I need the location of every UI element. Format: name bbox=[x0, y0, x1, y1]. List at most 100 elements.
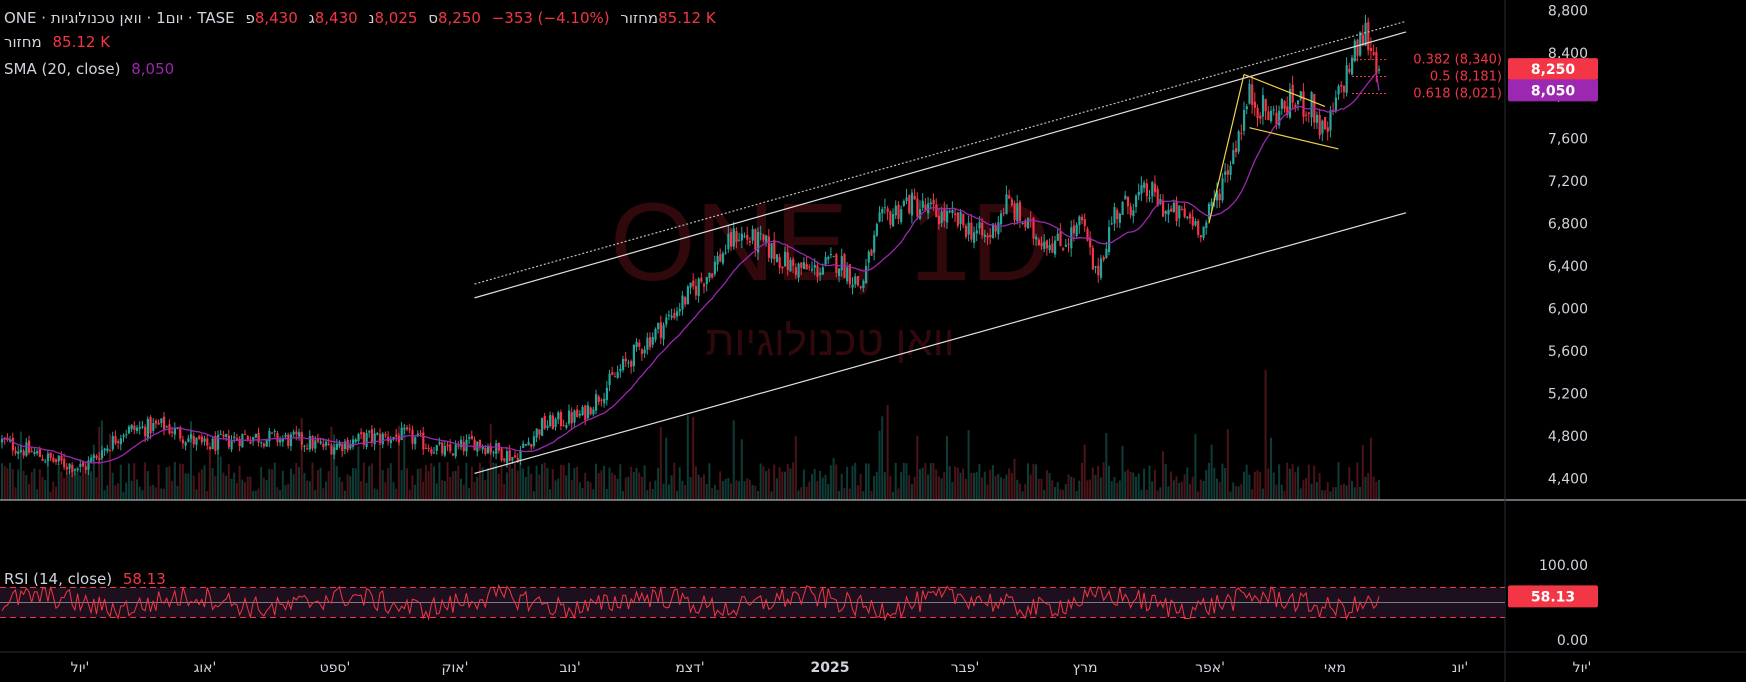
volume-bar bbox=[1040, 478, 1043, 500]
candle-body bbox=[87, 460, 90, 470]
volume-bar bbox=[586, 481, 589, 500]
time-tick-label: ספט' bbox=[320, 660, 351, 676]
main-legend[interactable]: ONE · וואן טכנולוגיות · 1יום · TASE פ8,4… bbox=[4, 9, 716, 27]
volume-bar bbox=[1086, 480, 1089, 500]
candle-body bbox=[759, 233, 762, 235]
candle-body bbox=[1375, 51, 1378, 74]
volume-bar bbox=[910, 484, 913, 500]
candle-body bbox=[624, 358, 627, 362]
candle-body bbox=[1340, 84, 1343, 87]
candle-body bbox=[705, 277, 708, 285]
volume-bar bbox=[673, 462, 676, 500]
volume-bar bbox=[473, 481, 476, 500]
volume-bar bbox=[9, 462, 12, 500]
candle-body bbox=[794, 267, 797, 275]
candle-body bbox=[1210, 201, 1213, 207]
candle-body bbox=[311, 436, 314, 449]
candle-body bbox=[214, 436, 217, 451]
candle-body bbox=[894, 205, 897, 216]
volume-bar bbox=[989, 469, 992, 500]
volume-bar bbox=[1010, 472, 1013, 500]
candle-body bbox=[1083, 219, 1086, 227]
candle-body bbox=[1216, 190, 1219, 201]
volume-bar bbox=[1270, 437, 1272, 500]
rsi-legend[interactable]: RSI (14, close) 58.13 bbox=[4, 570, 166, 588]
volume-bar bbox=[743, 481, 746, 500]
volume-bar bbox=[154, 487, 157, 500]
volume-bar bbox=[343, 490, 346, 500]
candle-body bbox=[397, 435, 401, 443]
candle-body bbox=[611, 372, 614, 375]
volume-bar bbox=[289, 468, 292, 500]
candle-body bbox=[30, 450, 33, 452]
candle-body bbox=[249, 441, 252, 444]
candle-body bbox=[503, 458, 506, 461]
sma-legend[interactable]: SMA (20, close) 8,050 bbox=[4, 60, 174, 78]
volume-bar bbox=[1340, 484, 1343, 500]
candle-body bbox=[821, 267, 824, 275]
candle-body bbox=[773, 240, 776, 260]
candle-body bbox=[300, 432, 303, 445]
volume-bar bbox=[1345, 485, 1348, 500]
sma-line bbox=[1, 72, 1380, 464]
legend-open: 8,430 bbox=[254, 9, 298, 27]
candle-body bbox=[684, 297, 687, 305]
volume-bar bbox=[1027, 463, 1029, 500]
volume-bar bbox=[1002, 478, 1005, 500]
candle-body bbox=[160, 418, 163, 424]
candle-body bbox=[181, 439, 185, 444]
volume-bar bbox=[438, 462, 441, 500]
candle-body bbox=[1297, 100, 1300, 105]
time-axis[interactable]: יול' אוג' ספט' אוק' נוב' דצמ' 2025 פבר' מרץ אפר' מ… bbox=[0, 651, 1746, 676]
volume-bar bbox=[3, 466, 6, 500]
volume-bar bbox=[937, 476, 940, 500]
volume-bar bbox=[352, 468, 354, 500]
candle-body bbox=[1005, 194, 1008, 215]
candle-body bbox=[670, 315, 673, 318]
candle-body bbox=[38, 449, 41, 458]
candle-body bbox=[195, 437, 198, 445]
candle-body bbox=[908, 195, 911, 214]
candle-body bbox=[111, 435, 114, 450]
legend-symbol: ONE bbox=[4, 9, 37, 27]
volume-bar bbox=[462, 484, 465, 500]
volume-bar bbox=[808, 481, 811, 500]
candle-body bbox=[703, 284, 706, 287]
candle-body bbox=[1118, 213, 1121, 223]
drawings bbox=[474, 20, 1407, 474]
candle-body bbox=[565, 425, 568, 428]
volume-bar bbox=[460, 478, 462, 500]
volume-bar bbox=[1081, 462, 1083, 500]
candle-body bbox=[921, 200, 924, 208]
volume-bar bbox=[190, 421, 192, 500]
volume-bar bbox=[476, 477, 479, 500]
candle-body bbox=[735, 231, 738, 243]
volume-bar bbox=[859, 474, 862, 500]
candle-body bbox=[308, 435, 311, 450]
volume-bar bbox=[1124, 471, 1127, 500]
volume-bar bbox=[1337, 462, 1340, 500]
candle-body bbox=[802, 262, 806, 270]
volume-bar bbox=[684, 484, 687, 500]
candle-body bbox=[940, 211, 943, 224]
candle-body bbox=[765, 235, 768, 243]
candle-body bbox=[1240, 132, 1243, 134]
volume-bar bbox=[100, 420, 103, 500]
candle-body bbox=[557, 412, 560, 420]
volume-bar bbox=[68, 464, 71, 500]
candle-body bbox=[578, 413, 581, 416]
candle-body bbox=[738, 240, 741, 242]
candle-body bbox=[200, 436, 203, 443]
volume-bar bbox=[481, 467, 484, 500]
candle-body bbox=[824, 257, 827, 265]
fibonacci-retracement: 0.382 (8,340)0.5 (8,181) 0.618 (8,021) bbox=[1352, 53, 1502, 102]
candle-body bbox=[1132, 210, 1135, 216]
candle-body bbox=[273, 431, 276, 433]
candle-body bbox=[700, 277, 703, 282]
candle-body bbox=[789, 259, 792, 272]
watermark-name: וואן טכנולוגיות bbox=[705, 317, 954, 364]
volume-legend[interactable]: מחזור 85.12 K bbox=[4, 33, 110, 51]
volume-bar bbox=[730, 483, 732, 500]
